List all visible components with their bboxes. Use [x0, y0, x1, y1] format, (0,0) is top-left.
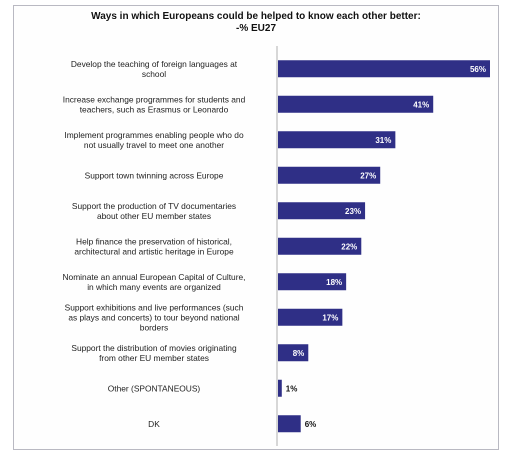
bar-1	[278, 95, 434, 113]
category-label-7: Support exhibitions and live performance…	[65, 302, 244, 332]
bar-2	[278, 131, 396, 149]
value-label-0: 56%	[470, 65, 486, 74]
value-label-3: 27%	[360, 171, 376, 180]
chart-frame: Ways in which Europeans could be helped …	[13, 5, 499, 450]
bar-10	[278, 415, 301, 433]
value-label-8: 8%	[293, 349, 305, 358]
value-label-5: 22%	[341, 242, 357, 251]
value-label-10: 6%	[305, 420, 317, 429]
value-label-1: 41%	[413, 100, 429, 109]
chart-title-block: Ways in which Europeans could be helped …	[14, 11, 498, 35]
category-label-3: Support town twinning across Europe	[85, 170, 224, 180]
value-label-2: 31%	[375, 136, 391, 145]
bar-9	[278, 379, 282, 397]
value-label-9: 1%	[286, 384, 298, 393]
bar-4	[278, 202, 366, 220]
value-label-6: 18%	[326, 278, 342, 287]
bar-8	[278, 344, 309, 362]
chart-subtitle: -% EU27	[235, 23, 276, 34]
value-label-4: 23%	[345, 207, 361, 216]
category-label-0: Develop the teaching of foreign language…	[71, 59, 238, 79]
bar-0	[278, 60, 490, 78]
value-label-7: 17%	[322, 313, 338, 322]
category-label-9: Other (SPONTANEOUS)	[108, 383, 201, 393]
category-label-10: DK	[148, 419, 160, 429]
bar-chart: 56% Develop the teaching of foreign langu…	[63, 46, 490, 446]
bar-5	[278, 237, 362, 255]
chart-title: Ways in which Europeans could be helped …	[91, 11, 421, 22]
category-label-1: Increase exchange programmes for student…	[63, 94, 246, 114]
category-label-6: Nominate an annual European Capital of C…	[63, 272, 246, 292]
category-label-5: Help finance the preservation of histori…	[74, 236, 234, 256]
bar-6	[278, 273, 347, 291]
category-label-2: Implement programmes enabling people who…	[64, 130, 244, 150]
bar-7	[278, 308, 343, 326]
bar-3	[278, 166, 381, 184]
category-label-4: Support the production of TV documentari…	[72, 201, 236, 221]
category-label-8: Support the distribution of movies origi…	[71, 343, 237, 363]
